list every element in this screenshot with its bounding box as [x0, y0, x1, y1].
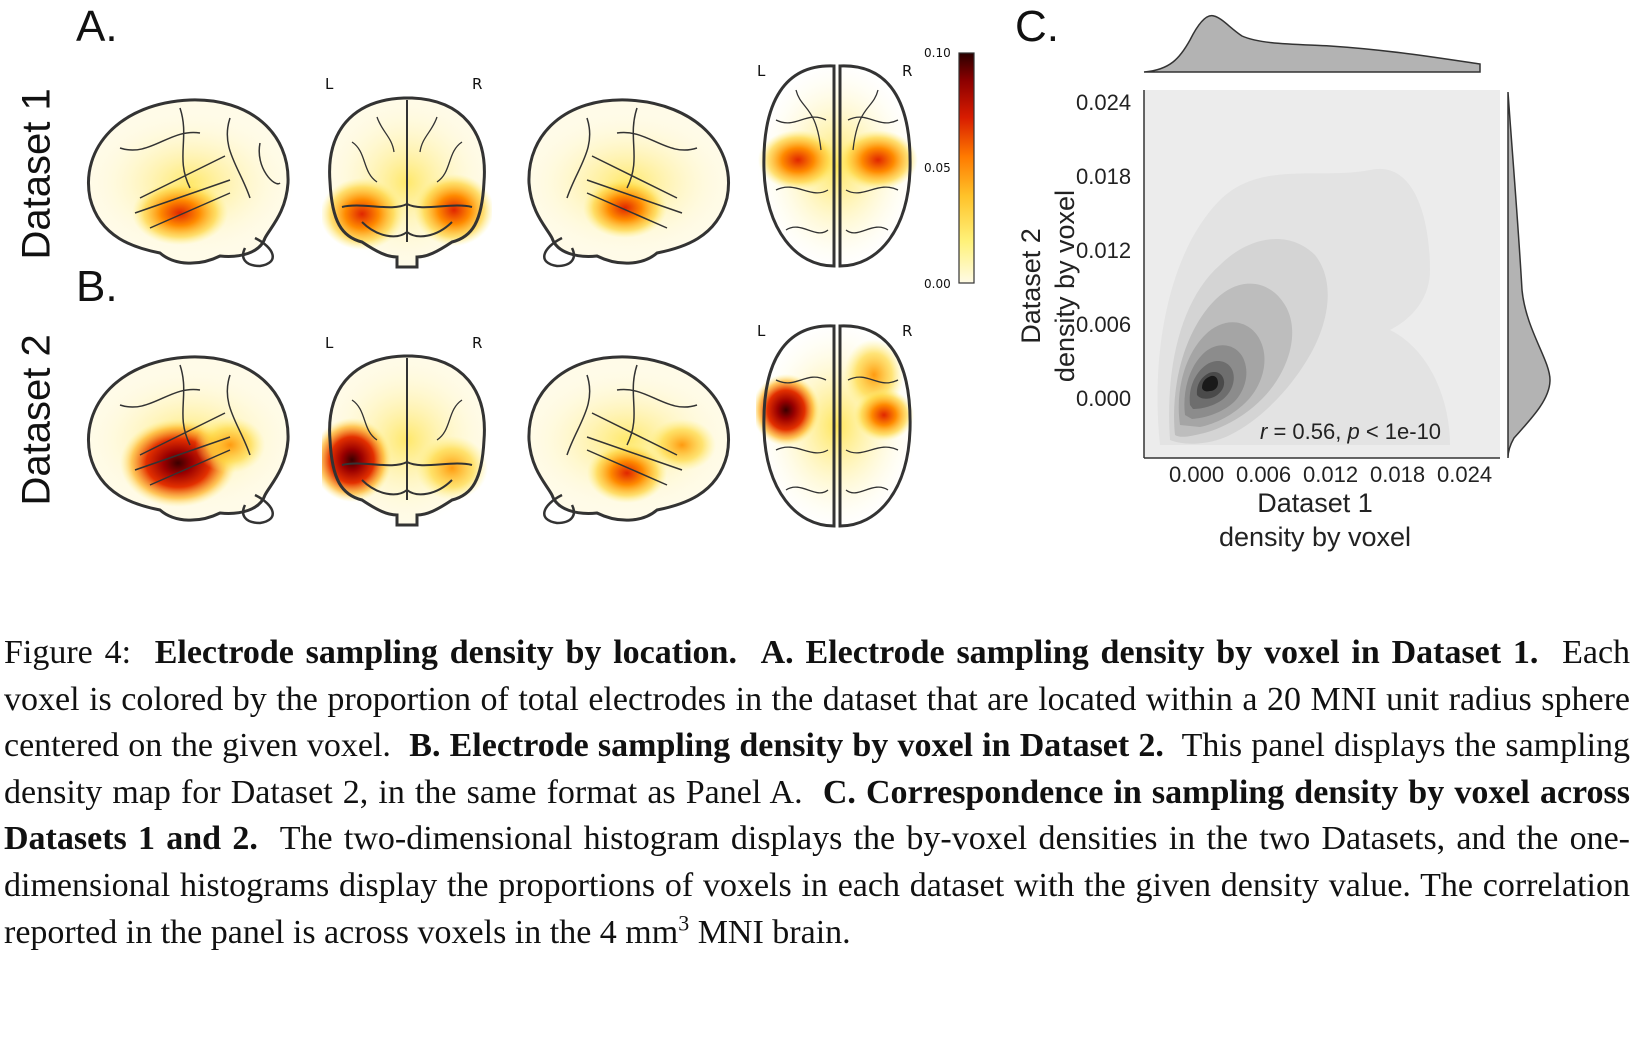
lr-right-d1-axial: R [902, 62, 913, 80]
caption-c-text-2: MNI brain. [697, 913, 851, 951]
correlation-annotation: r = 0.56, p < 1e-10 [1260, 419, 1442, 444]
brain-d1-axial [757, 62, 918, 270]
lr-right-d2-coronal: R [472, 334, 483, 352]
colorbar-tick-bottom: 0.00 [924, 277, 951, 291]
x-tick-0000: 0.000 [1169, 462, 1225, 487]
panel-c-letter: C. [1015, 2, 1059, 51]
lr-right-d2-axial: R [902, 322, 913, 340]
marginal-density-x [1143, 14, 1481, 73]
brain-d2-axial [756, 322, 917, 530]
kde-contours [1157, 168, 1450, 446]
panel-b-letter: B. [76, 262, 118, 311]
lr-left-d2-axial: L [757, 322, 766, 340]
colorbar-tick-top: 0.10 [924, 46, 951, 60]
lr-left-d1-coronal: L [325, 75, 334, 93]
brain-d1-coronal [322, 96, 492, 269]
figure-4: A. B. C. Dataset 1 Dataset 2 [14, 2, 1551, 554]
caption-a-text: Each voxel is colored by the proportion … [4, 634, 1631, 765]
stat-symbol-p: p [1347, 419, 1360, 444]
row-label-dataset-1: Dataset 1 [14, 88, 59, 260]
brain-d1-sagittal-left [85, 98, 295, 268]
y-tick-0000: 0.000 [1076, 386, 1132, 411]
caption-b-title: B. Electrode sampling density by voxel i… [409, 727, 1164, 765]
kde-joint-plot [1143, 14, 1551, 459]
brain-d2-coronal [322, 354, 492, 527]
brain-d2-sagittal-left [85, 355, 295, 525]
stat-symbol-r: r [1260, 419, 1268, 444]
figure-caption: Figure 4: Electrode sampling density by … [4, 630, 1630, 956]
x-tick-0018: 0.018 [1370, 462, 1426, 487]
y-tick-0018: 0.018 [1076, 164, 1132, 189]
row-label-dataset-2: Dataset 2 [14, 334, 59, 506]
caption-c-sup: 3 [678, 910, 690, 936]
x-tick-0006: 0.006 [1236, 462, 1292, 487]
caption-fig-label: Figure 4: [4, 634, 132, 671]
x-axis-title: Dataset 1 density by voxel [1170, 486, 1460, 554]
caption-b-text: This panel displays the sampling density… [4, 727, 1631, 811]
y-tick-0006: 0.006 [1076, 312, 1132, 337]
xlabel-line-0: Dataset 1 [1257, 488, 1373, 518]
marginal-density-y [1507, 91, 1551, 459]
ylabel-line-1: density by voxel [1050, 189, 1080, 383]
caption-title: Electrode sampling density by location. [154, 634, 737, 671]
y-tick-0012: 0.012 [1076, 238, 1132, 263]
caption-c-title: C. Correspondence in sampling density by… [4, 773, 1631, 858]
lr-left-d1-axial: L [757, 62, 766, 80]
x-tick-0012: 0.012 [1303, 462, 1359, 487]
panel-a-letter: A. [76, 2, 118, 51]
xlabel-line-1: density by voxel [1218, 522, 1412, 552]
brain-d1-sagittal-right [522, 98, 732, 268]
brain-d2-sagittal-right [522, 355, 732, 525]
caption-a-title: A. Electrode sampling density by voxel i… [760, 634, 1539, 671]
colorbar-tick-mid: 0.05 [924, 161, 951, 175]
colorbar [958, 52, 975, 284]
x-tick-0024: 0.024 [1437, 462, 1493, 487]
y-tick-0024: 0.024 [1076, 90, 1132, 115]
ylabel-line-0: Dataset 2 [1016, 228, 1046, 344]
caption-c-text-1: The two-dimensional histogram displays t… [4, 820, 1630, 951]
lr-right-d1-coronal: R [472, 75, 483, 93]
y-axis-title: Dataset 2 density by voxel [1014, 136, 1082, 436]
lr-left-d2-coronal: L [325, 334, 334, 352]
